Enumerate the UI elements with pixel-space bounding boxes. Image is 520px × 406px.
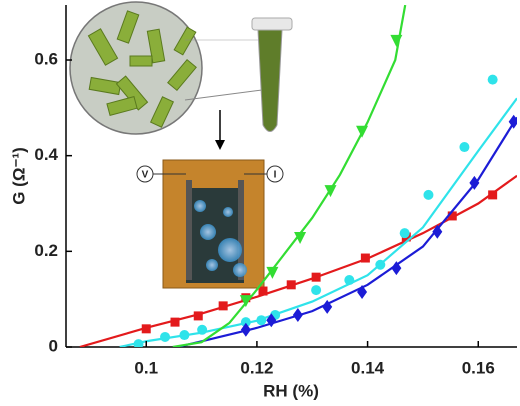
marker xyxy=(357,284,368,299)
marker xyxy=(311,272,321,282)
marker xyxy=(239,295,252,308)
x-tick-label: 0.1 xyxy=(134,358,158,377)
marker xyxy=(375,259,386,270)
marker xyxy=(197,324,208,335)
marker xyxy=(193,311,203,321)
marker xyxy=(360,253,370,263)
marker xyxy=(256,315,267,326)
fit-curve xyxy=(177,116,517,347)
x-axis-label: RH (%) xyxy=(263,381,319,400)
illustration: V I xyxy=(69,1,293,289)
rods xyxy=(87,10,197,128)
y-tick-label: 0.2 xyxy=(34,241,58,260)
marker xyxy=(344,275,355,286)
x-tick-label: 0.14 xyxy=(351,358,385,377)
marker xyxy=(488,190,498,200)
tube xyxy=(257,29,283,132)
marker xyxy=(240,322,251,337)
marker xyxy=(390,34,403,47)
marker xyxy=(508,114,517,129)
marker xyxy=(141,324,151,334)
marker xyxy=(459,142,470,153)
fit-curve xyxy=(79,174,517,347)
x-tick-label: 0.16 xyxy=(462,358,495,377)
y-axis-label: G (Ω⁻¹) xyxy=(9,147,28,205)
marker xyxy=(322,299,333,314)
marker xyxy=(240,317,251,328)
marker xyxy=(133,339,144,347)
marker xyxy=(266,266,279,279)
marker xyxy=(160,331,171,342)
marker xyxy=(391,261,402,276)
illustration-label: V xyxy=(142,170,149,181)
marker xyxy=(294,231,307,244)
marker xyxy=(356,125,369,138)
y-tick-label: 0.4 xyxy=(34,145,58,164)
marker xyxy=(399,228,410,239)
marker xyxy=(469,175,480,190)
marker xyxy=(487,74,498,85)
marker xyxy=(324,185,337,198)
y-tick-label: 0.6 xyxy=(34,49,58,68)
x-tick-label: 0.12 xyxy=(240,358,273,377)
marker xyxy=(179,330,190,341)
marker xyxy=(258,286,268,296)
y-tick-label: 0 xyxy=(49,336,58,355)
illustration-label: I xyxy=(274,170,277,181)
marker xyxy=(432,224,443,239)
plot-area xyxy=(79,5,517,347)
marker xyxy=(447,211,457,221)
marker xyxy=(286,280,296,290)
marker xyxy=(423,189,434,200)
marker xyxy=(170,317,180,327)
marker xyxy=(311,285,322,296)
marker xyxy=(218,301,228,311)
marker xyxy=(266,313,277,328)
marker xyxy=(292,307,303,322)
